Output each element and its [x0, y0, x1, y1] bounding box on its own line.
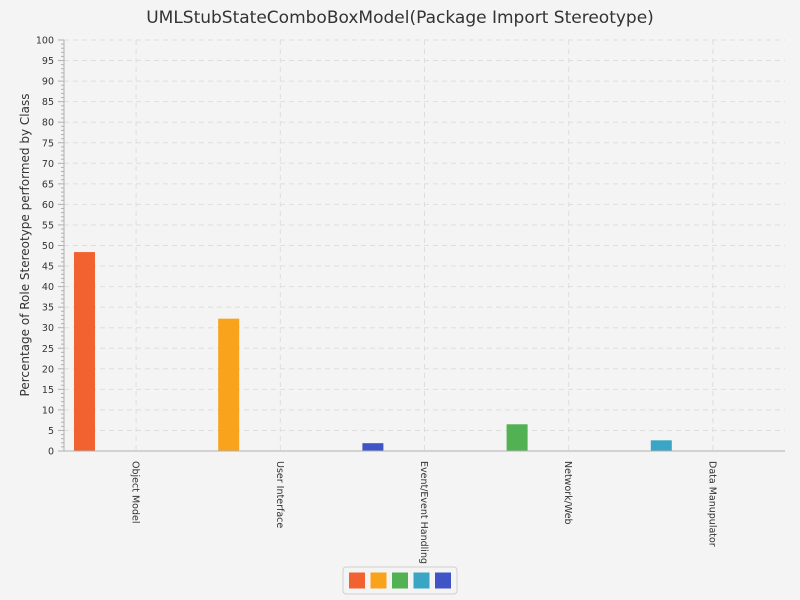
legend: [342, 566, 458, 595]
x-tick-label: User Interface: [274, 461, 285, 528]
y-tick-label: 70: [42, 159, 54, 170]
legend-swatch: [370, 572, 387, 589]
x-tick-label: Network/Web: [562, 461, 573, 525]
y-tick-label: 15: [42, 385, 54, 396]
bar-data-manupulator: [650, 440, 672, 451]
y-tick-label: 100: [36, 36, 54, 47]
bar-event-event-handling: [362, 443, 384, 451]
y-tick-label: 85: [42, 97, 54, 108]
chart-title: UMLStubStateComboBoxModel(Package Import…: [146, 8, 654, 28]
bar-user-interface: [218, 318, 240, 451]
grid: [64, 39, 785, 451]
y-tick-label: 80: [42, 118, 54, 129]
y-tick-label: 50: [42, 241, 54, 252]
y-tick-label: 0: [48, 447, 54, 458]
y-ticks: 0 5 10 15 20 25 30 35 40 45 50 55 60 65 70 75 80 85 90 95 10…: [36, 36, 64, 458]
bar-network-web: [506, 424, 528, 451]
y-tick-label: 90: [42, 77, 54, 88]
y-tick-label: 20: [42, 364, 54, 375]
x-tick-labels: Object Model User Interface Event/Event Ha…: [130, 461, 718, 564]
y-tick-label: 60: [42, 200, 54, 211]
bars: [74, 252, 672, 451]
y-tick-label: 40: [42, 282, 54, 293]
legend-swatch: [349, 572, 365, 589]
x-tick-label: Event/Event Handling: [418, 461, 429, 564]
y-tick-label: 75: [42, 138, 54, 149]
y-tick-label: 30: [42, 323, 54, 334]
bar-object-model: [74, 252, 95, 451]
legend-swatch: [413, 572, 430, 589]
legend-swatch: [392, 572, 408, 589]
y-axis-label: Percentage of Role Stereotype performed …: [18, 94, 32, 397]
y-tick-label: 65: [42, 179, 54, 190]
y-tick-label: 55: [42, 220, 54, 231]
legend-swatch: [435, 572, 451, 589]
y-tick-label: 25: [42, 344, 54, 355]
x-tick-label: Object Model: [130, 461, 141, 523]
y-tick-label: 95: [42, 56, 54, 67]
y-tick-label: 45: [42, 262, 54, 273]
y-tick-label: 35: [42, 303, 54, 314]
y-tick-label: 5: [48, 426, 54, 437]
x-tick-label: Data Manupulator: [706, 461, 717, 547]
y-tick-label: 10: [42, 405, 54, 416]
